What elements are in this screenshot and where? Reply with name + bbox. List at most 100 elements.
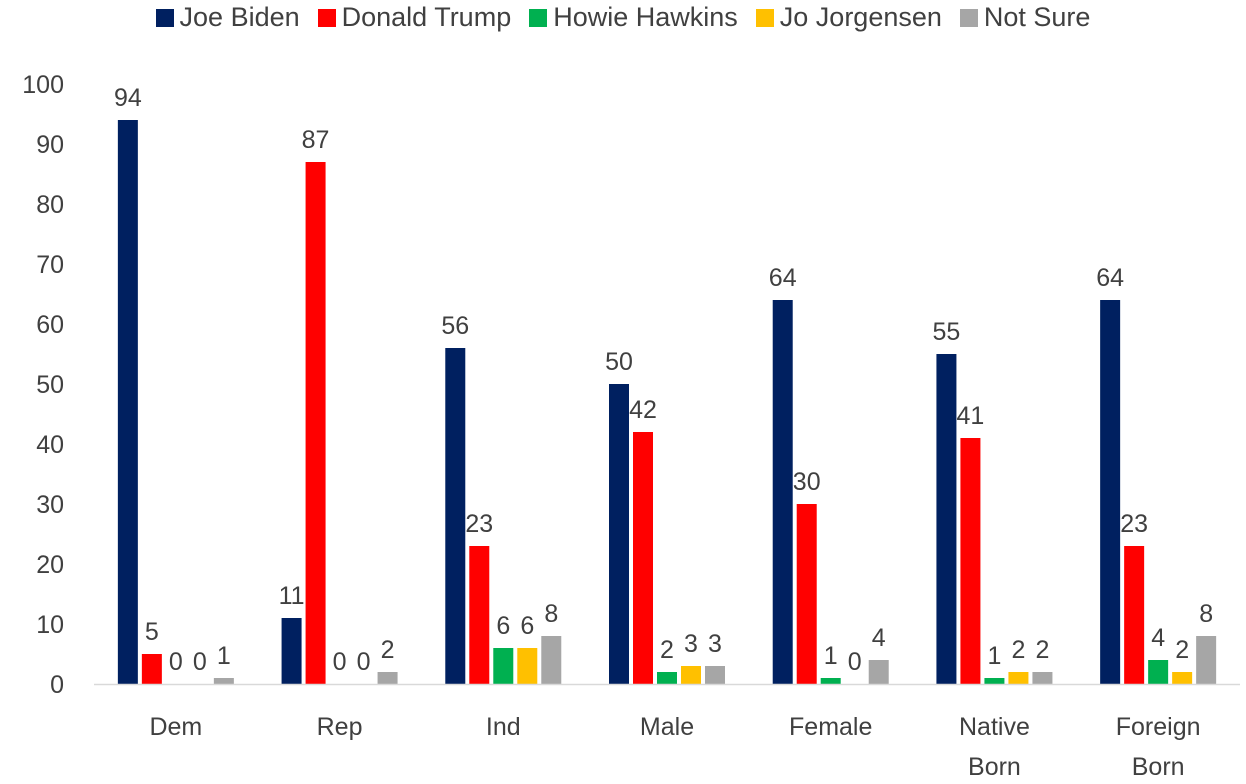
legend-item-not-sure: Not Sure — [959, 2, 1091, 33]
y-tick-label: 70 — [36, 251, 64, 279]
data-label: 2 — [1011, 636, 1025, 664]
y-tick-label: 60 — [36, 311, 64, 339]
data-label: 2 — [1175, 636, 1189, 664]
bar-howie-hawkins — [657, 672, 677, 684]
data-label: 41 — [957, 402, 985, 430]
data-label: 5 — [145, 618, 159, 646]
data-label: 0 — [357, 648, 371, 676]
bar-donald-trump — [796, 504, 817, 684]
legend-swatch — [959, 8, 978, 27]
bar-jo-jorgensen — [1172, 672, 1193, 684]
bar-donald-trump — [960, 438, 981, 684]
data-label: 0 — [193, 648, 207, 676]
bar-donald-trump — [633, 432, 653, 684]
y-tick-label: 100 — [22, 71, 64, 99]
x-tick-label: Ind — [486, 713, 521, 741]
data-label: 42 — [629, 396, 657, 424]
data-label: 4 — [872, 624, 886, 652]
legend-label: Not Sure — [983, 2, 1091, 32]
bar-donald-trump — [141, 654, 162, 684]
bar-not-sure — [377, 672, 398, 684]
data-label: 2 — [1035, 636, 1049, 664]
bar-jo-jorgensen — [517, 648, 538, 684]
x-tick-label: Born — [968, 753, 1021, 781]
data-label: 0 — [848, 648, 862, 676]
data-label: 50 — [605, 348, 633, 376]
legend-swatch — [155, 8, 174, 27]
data-label: 30 — [793, 468, 821, 496]
data-label: 1 — [824, 642, 838, 670]
bar-not-sure — [1196, 636, 1217, 684]
data-label: 0 — [333, 648, 347, 676]
y-tick-label: 20 — [36, 551, 64, 579]
data-label: 3 — [708, 630, 722, 658]
bar-howie-hawkins — [1148, 660, 1169, 684]
data-label: 55 — [933, 318, 961, 346]
x-tick-label: Female — [789, 713, 872, 741]
bar-joe-biden — [936, 354, 957, 684]
bar-joe-biden — [281, 618, 302, 684]
y-tick-label: 30 — [36, 491, 64, 519]
legend-label: Howie Hawkins — [553, 2, 738, 32]
data-label: 6 — [520, 612, 534, 640]
data-label: 2 — [381, 636, 395, 664]
bar-jo-jorgensen — [1008, 672, 1029, 684]
data-label: 4 — [1151, 624, 1165, 652]
bar-not-sure — [213, 678, 234, 684]
legend-swatch — [317, 8, 336, 27]
legend-item-joe-biden: Joe Biden — [155, 2, 300, 33]
y-tick-label: 40 — [36, 431, 64, 459]
legend-item-howie-hawkins: Howie Hawkins — [529, 2, 738, 33]
bar-jo-jorgensen — [681, 666, 701, 684]
bar-donald-trump — [1124, 546, 1145, 684]
bar-not-sure — [705, 666, 725, 684]
chart-legend: Joe Biden Donald Trump Howie Hawkins Jo Jor… — [0, 2, 1246, 33]
bar-not-sure — [541, 636, 562, 684]
data-label: 56 — [441, 312, 469, 340]
data-label: 8 — [1199, 600, 1213, 628]
bar-howie-hawkins — [493, 648, 514, 684]
x-tick-label: Dem — [149, 713, 202, 741]
legend-swatch — [529, 8, 548, 27]
legend-label: Jo Jorgensen — [779, 2, 942, 32]
x-tick-label: Rep — [317, 713, 363, 741]
data-label: 2 — [660, 636, 674, 664]
bar-donald-trump — [305, 162, 326, 684]
y-tick-label: 0 — [50, 671, 64, 699]
legend-item-donald-trump: Donald Trump — [317, 2, 512, 33]
data-label: 1 — [987, 642, 1001, 670]
data-label: 23 — [465, 510, 493, 538]
data-label: 1 — [217, 642, 231, 670]
bar-donald-trump — [469, 546, 490, 684]
data-label: 64 — [769, 264, 797, 292]
data-label: 11 — [279, 582, 305, 610]
data-label: 6 — [496, 612, 510, 640]
legend-label: Joe Biden — [179, 2, 300, 32]
data-label: 8 — [544, 600, 558, 628]
bar-not-sure — [1032, 672, 1053, 684]
y-tick-label: 80 — [36, 191, 64, 219]
bar-howie-hawkins — [820, 678, 841, 684]
x-tick-label: Born — [1132, 753, 1185, 781]
bar-joe-biden — [117, 120, 138, 684]
x-tick-label: Native — [959, 713, 1030, 741]
bar-joe-biden — [445, 348, 466, 684]
legend-label: Donald Trump — [341, 2, 512, 32]
data-label: 3 — [684, 630, 698, 658]
bar-not-sure — [868, 660, 889, 684]
x-tick-label: Male — [640, 713, 694, 741]
legend-swatch — [755, 8, 774, 27]
y-tick-label: 50 — [36, 371, 64, 399]
y-tick-label: 90 — [36, 131, 64, 159]
data-label: 94 — [114, 84, 142, 112]
bar-howie-hawkins — [984, 678, 1005, 684]
legend-item-jo-jorgensen: Jo Jorgensen — [755, 2, 942, 33]
y-tick-label: 10 — [36, 611, 64, 639]
x-tick-label: Foreign — [1116, 713, 1201, 741]
data-label: 0 — [169, 648, 183, 676]
data-label: 87 — [302, 126, 330, 154]
bar-joe-biden — [772, 300, 793, 684]
bar-joe-biden — [609, 384, 629, 684]
data-label: 64 — [1096, 264, 1124, 292]
